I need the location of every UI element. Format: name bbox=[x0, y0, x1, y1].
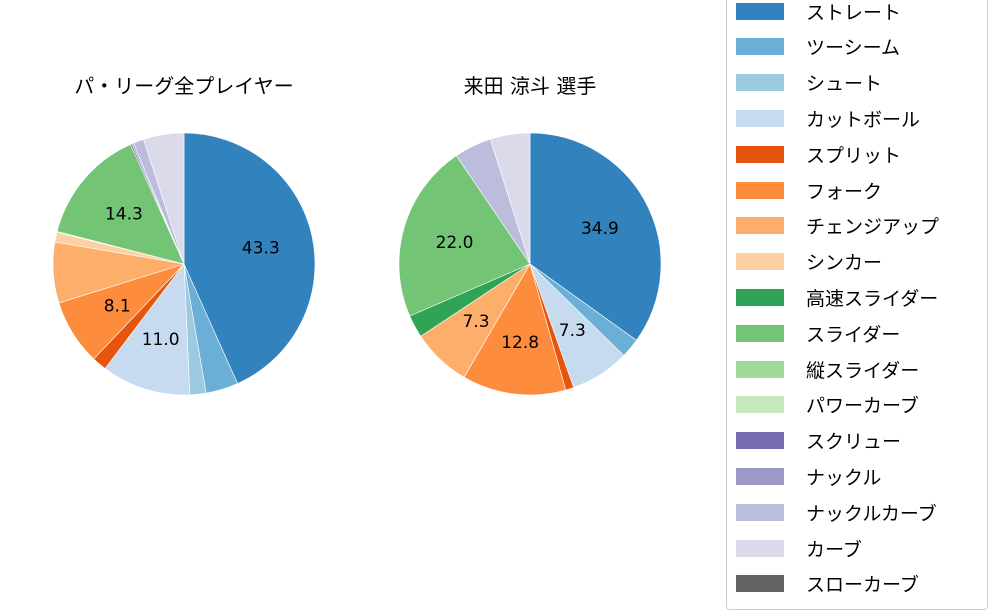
legend-swatch bbox=[736, 432, 784, 450]
legend-label: スローカーブ bbox=[806, 574, 919, 597]
legend-swatch bbox=[736, 467, 784, 485]
legend-label: チェンジアップ bbox=[806, 216, 940, 239]
legend-swatch bbox=[736, 288, 784, 306]
legend-item: シュート bbox=[736, 71, 882, 95]
legend-swatch bbox=[736, 253, 784, 271]
legend-item: スプリット bbox=[736, 142, 902, 167]
slice-value-label: 43.3 bbox=[242, 239, 280, 259]
pie-slice bbox=[56, 144, 185, 265]
legend-item: 高速スライダー bbox=[736, 285, 939, 310]
legend-swatch bbox=[736, 109, 784, 127]
legend-label: シンカー bbox=[806, 252, 883, 275]
pie-slice bbox=[529, 132, 662, 341]
legend-label: カットボール bbox=[806, 108, 921, 131]
slice-value-label: 7.3 bbox=[559, 321, 586, 341]
slice-value-label: 8.1 bbox=[104, 296, 131, 316]
left-chart-title: パ・リーグ全プレイヤー bbox=[74, 74, 294, 98]
legend-label: フォーク bbox=[806, 180, 883, 203]
legend-item: チェンジアップ bbox=[736, 214, 939, 238]
legend-item: ナックル bbox=[736, 464, 882, 489]
legend-swatch bbox=[736, 74, 784, 92]
legend-swatch bbox=[736, 539, 784, 557]
legend-label: ストレート bbox=[806, 1, 902, 24]
legend-swatch bbox=[736, 324, 784, 342]
legend-item: フォーク bbox=[736, 178, 883, 203]
legend-label: シュート bbox=[806, 73, 883, 96]
legend-item: パワーカーブ bbox=[736, 393, 919, 417]
legend-swatch bbox=[736, 575, 784, 593]
slice-value-label: 12.8 bbox=[501, 333, 539, 353]
legend-item: 縦スライダー bbox=[736, 357, 920, 382]
legend-item: カーブ bbox=[736, 536, 862, 561]
pie-slice bbox=[398, 155, 531, 317]
legend-swatch bbox=[736, 181, 784, 199]
slice-value-label: 22.0 bbox=[436, 233, 474, 253]
legend: ストレートツーシームシュートカットボール スプリットフォークチェンジアップ シンカー… bbox=[726, 0, 988, 610]
legend-label: スプリット bbox=[806, 144, 902, 167]
legend-label: 高速スライダー bbox=[806, 287, 939, 310]
legend-label: カーブ bbox=[806, 538, 862, 561]
slice-value-label: 7.3 bbox=[462, 312, 489, 332]
slice-value-label: 11.0 bbox=[142, 330, 180, 350]
pie-slice bbox=[104, 263, 191, 396]
legend-label: スクリュー bbox=[806, 431, 902, 454]
legend-swatch bbox=[736, 2, 784, 20]
legend-swatch bbox=[736, 145, 784, 163]
legend-swatch bbox=[736, 503, 784, 521]
legend-label: パワーカーブ bbox=[806, 395, 919, 418]
legend-swatch bbox=[736, 360, 784, 378]
legend-item: スライダー bbox=[736, 321, 901, 346]
legend-swatch bbox=[736, 217, 784, 235]
legend-item: ツーシーム bbox=[736, 35, 900, 59]
slice-value-label: 34.9 bbox=[581, 219, 619, 239]
right-chart-title: 来田 涼斗 選手 bbox=[463, 74, 597, 98]
legend-swatch bbox=[736, 38, 784, 56]
slice-value-label: 14.3 bbox=[105, 204, 143, 224]
legend-label: ツーシーム bbox=[806, 37, 901, 60]
pie-slice bbox=[143, 132, 185, 265]
legend-item: ストレート bbox=[736, 0, 902, 24]
legend-swatch bbox=[736, 396, 784, 414]
legend-label: ナックルカーブ bbox=[806, 502, 937, 525]
legend-item: スローカーブ bbox=[736, 572, 919, 596]
legend-item: カットボール bbox=[736, 106, 921, 131]
legend-item: シンカー bbox=[736, 250, 882, 274]
pie-slice bbox=[183, 132, 316, 384]
legend-item: ナックルカーブ bbox=[736, 500, 937, 525]
pie-slice bbox=[463, 263, 567, 396]
legend-label: ナックル bbox=[806, 466, 882, 489]
pie-slice bbox=[489, 132, 531, 265]
legend-label: 縦スライダー bbox=[806, 359, 920, 382]
legend-item: スクリュー bbox=[736, 429, 901, 453]
legend-label: スライダー bbox=[806, 323, 901, 346]
